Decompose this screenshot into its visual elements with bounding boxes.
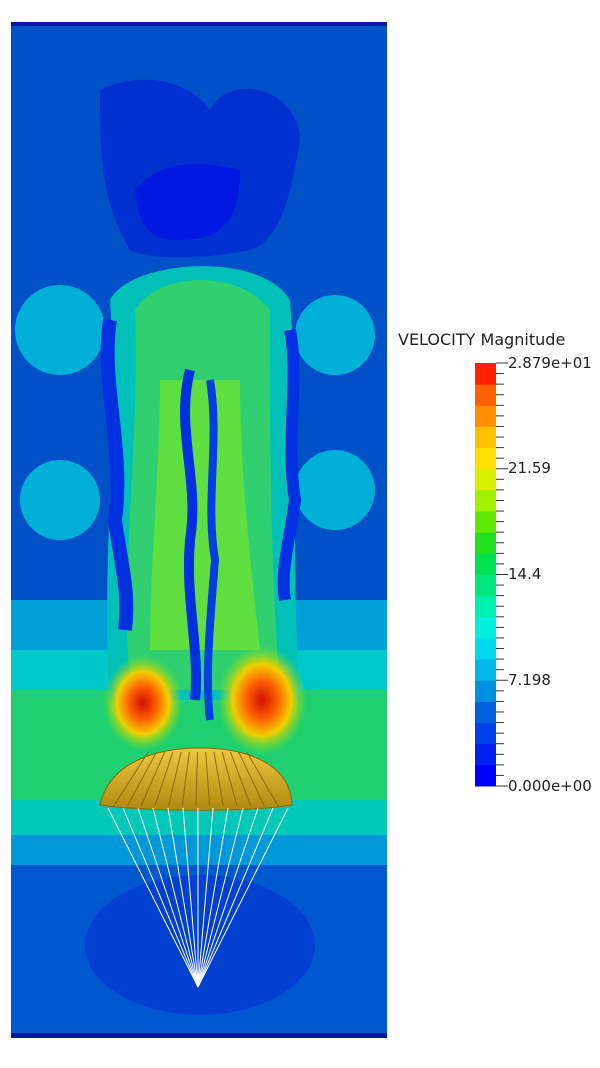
legend-color-band (475, 384, 496, 406)
flow-region (11, 835, 387, 865)
canopy-gore (195, 751, 199, 807)
suspension-line (137, 807, 199, 988)
canopy-gore (140, 751, 166, 807)
legend-color-band (475, 574, 496, 597)
flow-region (103, 655, 183, 751)
suspension-line (152, 807, 199, 988)
domain-top-edge (11, 22, 387, 26)
flow-region (203, 379, 220, 721)
suspension-line (182, 807, 199, 988)
suspension-line (197, 807, 289, 988)
suspension-line (197, 807, 274, 988)
legend-color-band (475, 743, 496, 766)
canopy-gore (113, 751, 149, 807)
canopy-gore (213, 751, 224, 807)
legend-tick-label: 7.198 (508, 671, 551, 689)
canopy-gores (113, 751, 279, 807)
flow-region (135, 164, 240, 240)
flow-region (295, 295, 375, 375)
legend-color-band (475, 595, 496, 618)
suspension-line (197, 807, 214, 988)
canopy-gore (238, 751, 265, 807)
canopy-gore (221, 751, 238, 807)
legend-color-band (475, 405, 496, 427)
legend-color-band (475, 616, 496, 639)
canopy-gore (126, 751, 157, 807)
domain-bottom-edge (11, 1033, 387, 1038)
legend-color-band (475, 532, 496, 554)
suspension-line (197, 807, 229, 988)
flow-field (11, 22, 387, 1038)
legend-tick-label: 21.59 (508, 459, 551, 477)
flow-region (20, 460, 100, 540)
suspension-line (197, 807, 244, 988)
canopy-gore (229, 751, 252, 807)
flow-region (100, 318, 134, 631)
legend-color-band (475, 659, 496, 681)
canopy-gore (154, 751, 174, 807)
canopy-gore (205, 751, 211, 807)
flow-region (15, 285, 105, 375)
legend-tick-label: 0.000e+00 (508, 777, 592, 795)
legend-title: VELOCITY Magnitude (398, 330, 566, 349)
suspension-line (107, 807, 199, 988)
legend-tick-label: 14.4 (508, 565, 542, 583)
suspension-lines (107, 807, 289, 988)
legend-color-band (475, 722, 496, 745)
legend-color-band (475, 680, 496, 702)
legend-tick-label: 2.879e+01 (508, 354, 592, 372)
flow-region (295, 450, 375, 530)
color-legend-bar (475, 362, 508, 787)
legend-color-band (475, 363, 496, 385)
legend-color-band (475, 511, 496, 533)
legend-color-band (475, 489, 496, 512)
legend-color-band (475, 426, 496, 449)
suspension-line (122, 807, 199, 988)
suspension-line (167, 807, 199, 988)
suspension-line (197, 807, 259, 988)
legend-color-band (475, 468, 496, 491)
legend-color-band (475, 764, 496, 787)
flow-region (277, 328, 302, 601)
legend-color-band (475, 447, 496, 470)
flow-region (85, 875, 315, 1015)
canopy-gore (246, 751, 279, 807)
flow-region (150, 380, 260, 650)
canopy-gore (181, 751, 190, 807)
legend-color-band (475, 637, 496, 660)
canopy-gore (168, 751, 182, 807)
flow-region (180, 368, 202, 701)
legend-color-band (475, 701, 496, 724)
legend-color-band (475, 553, 496, 575)
flow-region (217, 645, 307, 755)
